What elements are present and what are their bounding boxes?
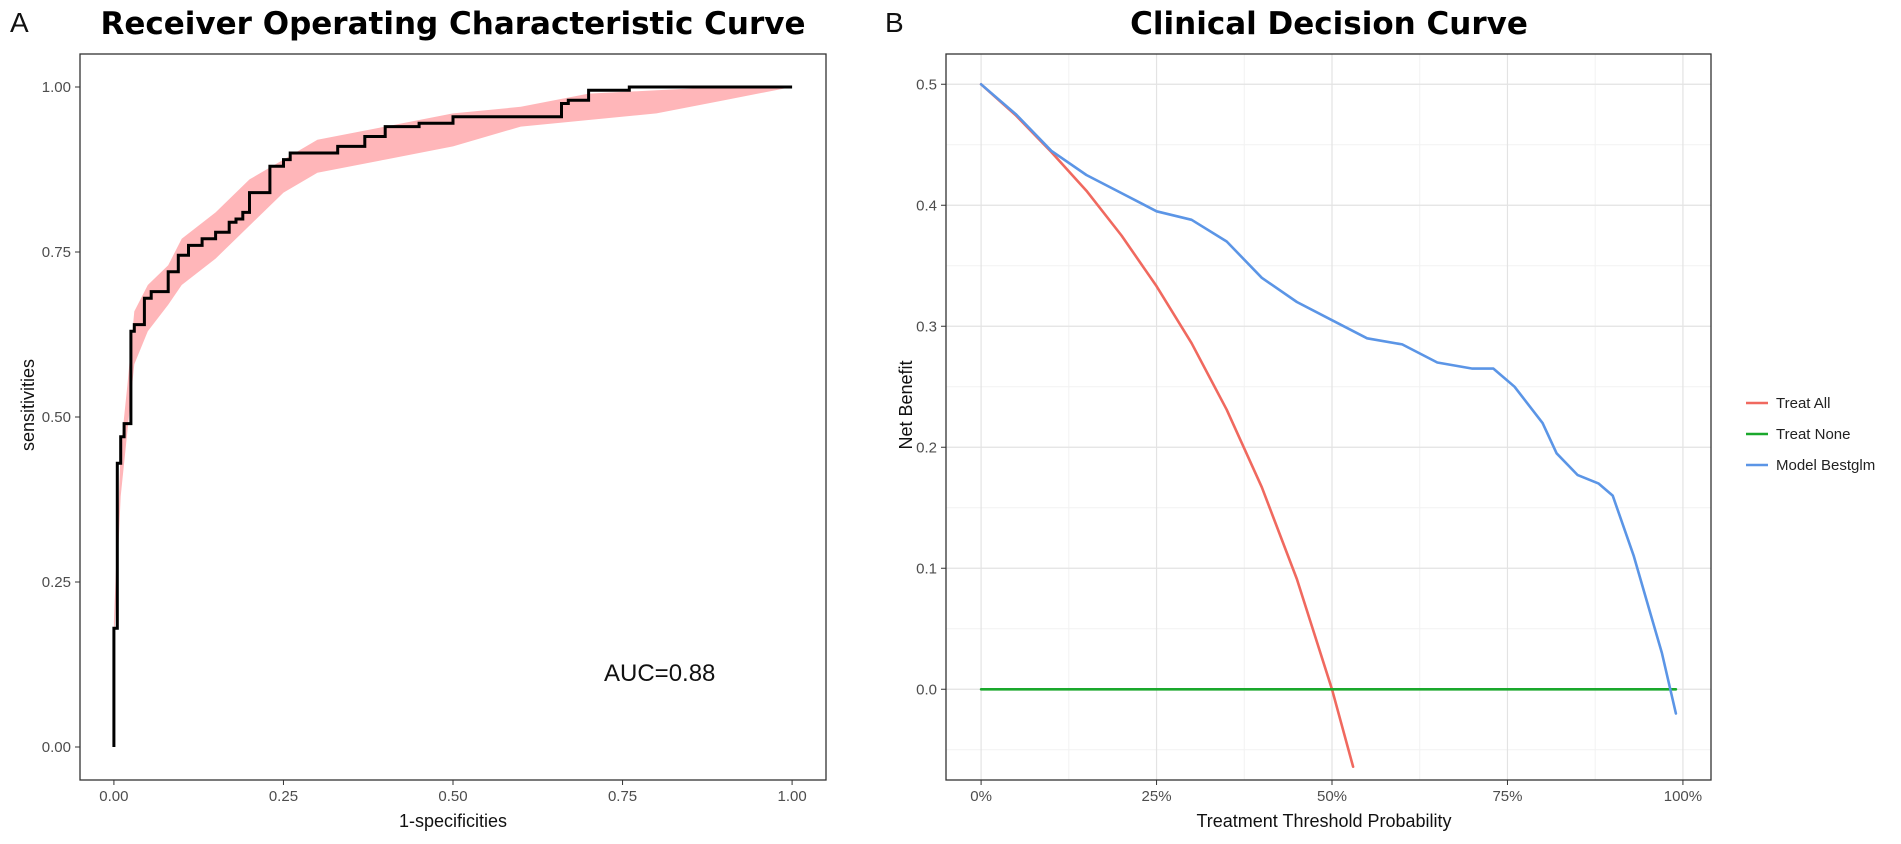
decision-curve-series-group — [979, 83, 1678, 768]
decision-curve-x-tick-label: 0% — [970, 788, 992, 805]
roc-y-tick-label: 0.00 — [42, 739, 71, 756]
decision-curve-y-tick-label: 0.0 — [916, 681, 937, 698]
legend-label-model-bestglm: Model Bestglm — [1776, 457, 1875, 474]
roc-x-tick-label: 0.00 — [99, 788, 128, 805]
roc-x-tick-label: 0.25 — [269, 788, 298, 805]
panel-label-b: B — [885, 7, 904, 38]
decision-curve-y-tick-label: 0.2 — [916, 439, 937, 456]
roc-x-tick-label: 0.50 — [438, 788, 467, 805]
roc-y-tick-label: 1.00 — [42, 79, 71, 96]
decision-curve-x-tick-label: 75% — [1492, 788, 1522, 805]
decision-curve-y-tick-label: 0.4 — [916, 197, 937, 214]
decision-curve-y-axis-label: Net Benefit — [896, 360, 916, 449]
roc-y-tick-label: 0.50 — [42, 409, 71, 426]
decision-curve-panel: B Clinical Decision Curve 0% 25% 50% 75% 100… — [885, 6, 1875, 831]
legend-label-treat-all: Treat All — [1776, 395, 1830, 412]
roc-confidence-band — [113, 87, 793, 648]
roc-panel: A Receiver Operating Characteristic Curv… — [10, 6, 827, 831]
roc-y-tick-label: 0.75 — [42, 244, 71, 261]
decision-curve-x-tick-label: 25% — [1142, 788, 1172, 805]
roc-x-tick-label: 0.75 — [608, 788, 637, 805]
decision-curve-y-tick-label: 0.5 — [916, 76, 937, 93]
roc-y-axis-label: sensitivities — [18, 359, 38, 451]
decision-curve-x-axis-label: Treatment Threshold Probability — [1196, 811, 1451, 831]
auc-annotation: AUC=0.88 — [604, 660, 715, 687]
roc-y-tick-label: 0.25 — [42, 574, 71, 591]
legend-label-treat-none: Treat None — [1776, 426, 1850, 443]
decision-curve-panel-border — [945, 53, 1712, 781]
series-line-model-bestglm — [979, 83, 1678, 715]
roc-plot-area: 0.00 0.25 0.50 0.75 1.00 0.00 0.25 0.50 0.75 1.00 — [42, 53, 827, 805]
decision-curve-x-tick-label: 50% — [1317, 788, 1347, 805]
series-line-treat-all — [979, 83, 1355, 768]
panel-label-a: A — [10, 7, 29, 38]
roc-title: Receiver Operating Characteristic Curve — [101, 6, 806, 42]
roc-x-axis-label: 1-specificities — [399, 811, 507, 831]
decision-curve-x-tick-label: 100% — [1664, 788, 1702, 805]
decision-curve-title: Clinical Decision Curve — [1130, 6, 1528, 42]
decision-curve-y-tick-label: 0.1 — [916, 560, 937, 577]
decision-curve-legend: Treat All Treat None Model Bestglm — [1746, 395, 1875, 474]
roc-x-tick-label: 1.00 — [777, 788, 806, 805]
roc-curve-line — [112, 85, 793, 747]
decision-curve-y-tick-label: 0.3 — [916, 318, 937, 335]
decision-curve-plot-area: 0% 25% 50% 75% 100% 0.0 0.1 0.2 0.3 0.4 0.5 — [916, 53, 1712, 805]
